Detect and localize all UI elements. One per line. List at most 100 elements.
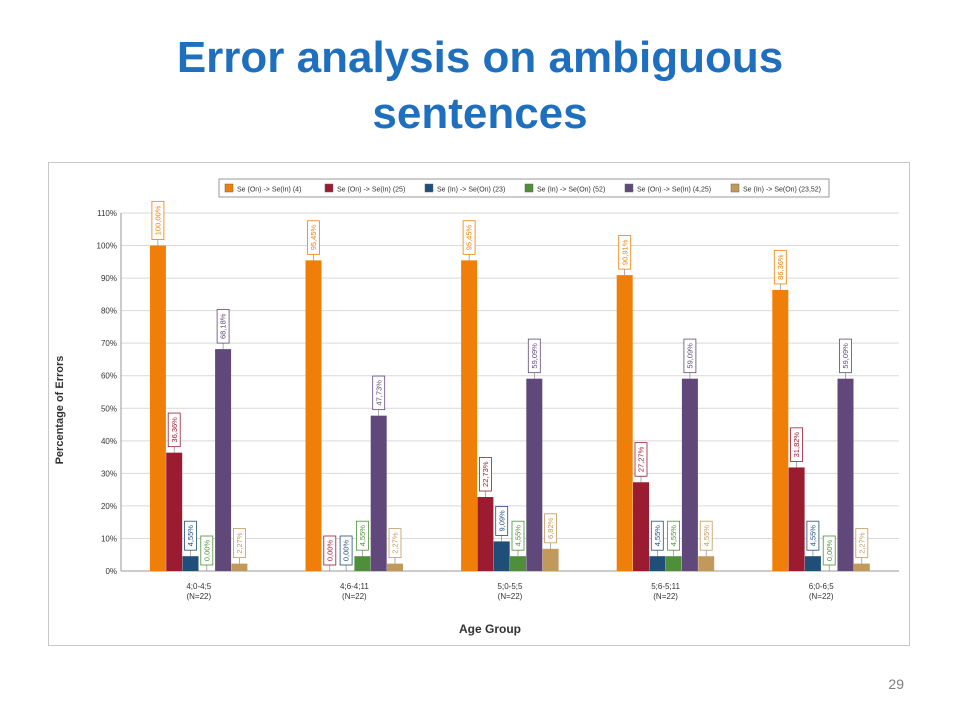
bar: [681, 378, 698, 571]
y-tick-label: 60%: [101, 372, 117, 381]
bar: [231, 563, 248, 571]
legend-swatch: [324, 183, 334, 193]
legend-swatch: [624, 183, 634, 193]
data-label: 27,27%: [637, 446, 646, 472]
x-tick-label: 5;0-5;5: [498, 582, 523, 591]
legend-entry: Se (On) -> Se(In) (4): [237, 187, 301, 194]
data-label-box: [307, 220, 320, 255]
y-tick-label: 10%: [101, 534, 117, 543]
bar: [354, 556, 371, 571]
bar: [477, 497, 494, 571]
data-label-box: [184, 520, 197, 551]
bar: [616, 275, 633, 571]
x-tick-label: 4;0-4;5: [186, 582, 211, 591]
bar: [370, 415, 387, 571]
data-label-box: [323, 535, 337, 566]
x-tick-sublabel: (N=22): [186, 592, 211, 601]
chart-frame: Se (On) -> Se(In) (4) Se (On) -> Se(In) (…: [48, 162, 910, 646]
data-label-box: [372, 375, 386, 411]
data-label-box: [200, 535, 214, 566]
legend-box: [218, 178, 830, 198]
bar: [837, 378, 854, 571]
x-tick-label: 5;6-5;11: [651, 582, 680, 591]
legend-swatch: [524, 183, 534, 193]
legend-entry: Se (In) -> Se(On) (23): [437, 187, 505, 194]
data-label-box: [618, 235, 632, 270]
bar: [649, 556, 666, 571]
data-label: 0,00%: [325, 540, 334, 562]
y-tick-label: 0%: [105, 567, 117, 576]
data-label: 36,36%: [170, 417, 179, 443]
y-tick-label: 40%: [101, 437, 117, 446]
data-label-box: [699, 520, 713, 551]
data-label-box: [806, 520, 820, 551]
data-label-box: [151, 200, 165, 240]
legend-swatch: [424, 183, 434, 193]
chart-bars: 100,00% 36,36% 4,55% 0,00% 68,18% 2,27% 95,45%…: [149, 200, 870, 571]
data-label-box: [388, 528, 402, 559]
y-tick-label: 110%: [97, 209, 117, 218]
bar: [166, 452, 183, 571]
legend-swatch: [224, 183, 234, 193]
data-label-box: [773, 249, 787, 285]
data-label: 4,55%: [669, 525, 678, 547]
data-label-box: [339, 535, 353, 566]
data-label: 59,09%: [841, 343, 850, 369]
bar: [526, 378, 543, 571]
y-tick-label: 50%: [101, 404, 117, 413]
bar: [772, 289, 789, 571]
x-tick-label: 6;0-6;5: [809, 582, 834, 591]
bar: [542, 548, 559, 571]
bar: [665, 556, 682, 571]
bar: [698, 556, 715, 571]
legend-swatch: [730, 183, 740, 193]
data-label: 47,73%: [374, 380, 383, 406]
y-tick-label: 30%: [101, 469, 117, 478]
bar: [461, 260, 478, 571]
x-tick-sublabel: (N=22): [498, 592, 523, 601]
data-label: 31,82%: [792, 432, 801, 458]
data-label: 6,82%: [546, 517, 555, 539]
data-label: 90,91%: [620, 239, 629, 265]
data-label: 86,36%: [776, 254, 785, 280]
data-label: 4,55%: [358, 525, 367, 547]
data-label-box: [478, 457, 492, 492]
slide-number: 29: [888, 676, 904, 692]
data-label: 59,09%: [530, 343, 539, 369]
data-label: 100,00%: [154, 205, 163, 235]
bar: [305, 260, 322, 571]
slide-title: Error analysis on ambiguous sentences: [60, 30, 900, 142]
bar: [788, 467, 805, 571]
data-label-box: [355, 520, 369, 551]
data-label: 4,55%: [653, 525, 662, 547]
data-label: 0,00%: [342, 540, 351, 562]
bar: [149, 245, 166, 571]
data-label-box: [544, 513, 558, 544]
legend-entry: Se (In) -> Se(On) (23,52): [743, 187, 821, 194]
data-label-box: [634, 442, 648, 477]
slide-title-line2: sentences: [372, 89, 588, 138]
bar: [510, 556, 526, 571]
data-label-box: [462, 220, 476, 255]
data-label: 22,73%: [481, 461, 490, 487]
y-tick-label: 100%: [97, 242, 117, 251]
data-label-box: [216, 309, 230, 344]
y-axis-label: Percentage of Errors: [54, 356, 66, 465]
data-label-box: [495, 506, 509, 536]
y-tick-label: 80%: [101, 307, 117, 316]
slide-title-line1: Error analysis on ambiguous: [176, 33, 784, 82]
data-label-box: [839, 338, 852, 374]
data-label: 59,09%: [686, 343, 695, 369]
legend-entry: Se (On) -> Se(In) (4,25): [637, 187, 711, 194]
data-label: 4,55%: [809, 525, 818, 547]
y-tick-label: 20%: [101, 502, 117, 511]
x-tick-sublabel: (N=22): [653, 592, 678, 601]
data-label: 2,27%: [391, 532, 400, 554]
x-axis: 4;0-4;5(N=22)4;6-4;11(N=22)5;0-5;5(N=22)…: [186, 582, 834, 601]
x-tick-sublabel: (N=22): [342, 592, 367, 601]
x-tick-sublabel: (N=22): [809, 592, 834, 601]
data-label-box: [683, 338, 697, 374]
chart-grid: [121, 212, 899, 572]
data-label: 68,18%: [219, 313, 228, 339]
data-label-box: [232, 528, 246, 559]
